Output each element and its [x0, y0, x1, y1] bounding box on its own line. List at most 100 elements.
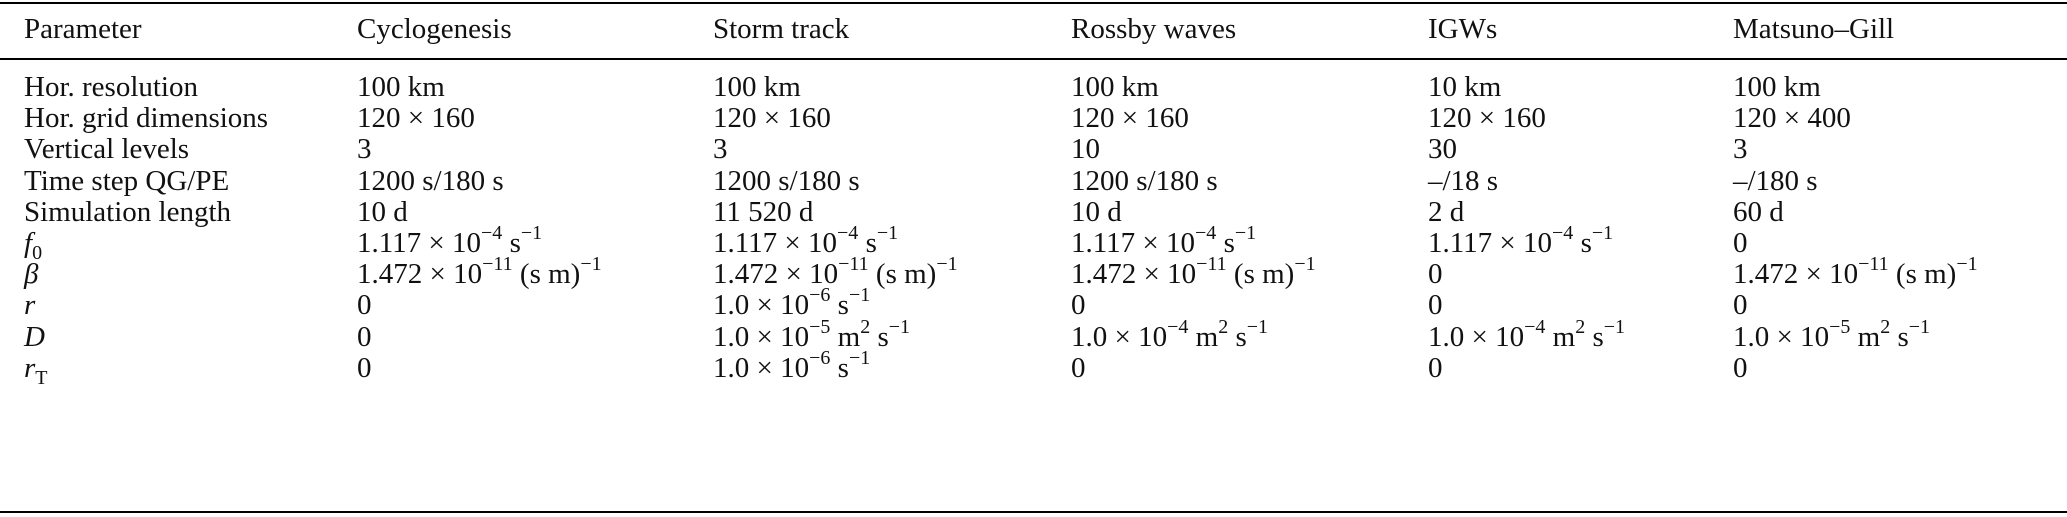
row-value: 1200 s/180 s — [1071, 165, 1218, 197]
value-unit: m — [1545, 321, 1576, 353]
row-parameter: Simulation length — [24, 196, 232, 228]
row-value: 1.117 × 10−4 s−1 — [1071, 223, 1256, 260]
row-value: 1.472 × 10−11 (s m)−1 — [713, 254, 958, 291]
row-value: 1.472 × 10−11 (s m)−1 — [1071, 254, 1316, 291]
table-row: Hor. grid dimensions 120 × 160 120 × 160 12… — [0, 101, 2067, 142]
row-value: 120 × 160 — [713, 102, 831, 134]
unit-exponent: −1 — [580, 253, 602, 275]
value-exponent: −6 — [809, 347, 831, 369]
row-value: 1.472 × 10−11 (s m)−1 — [1733, 254, 1978, 291]
parameter-subscript: T — [35, 367, 48, 389]
row-value: 1.0 × 10−5 m2 s−1 — [1733, 317, 1930, 354]
value-mantissa: 1.117 × 10 — [1428, 227, 1553, 259]
value-exponent: −5 — [809, 316, 831, 338]
table-row: Hor. resolution 100 km 100 km 100 km 10 km 10… — [0, 70, 2067, 111]
row-value: 120 × 160 — [1428, 102, 1546, 134]
header-rossby-waves: Rossby waves — [1071, 13, 1237, 45]
parameter-symbol: D — [24, 321, 45, 353]
row-value: 60 d — [1733, 196, 1784, 228]
row-parameter: β — [24, 257, 38, 291]
row-value: 3 — [357, 133, 372, 165]
value-mantissa: 1.0 × 10 — [713, 352, 810, 384]
value-exponent: −6 — [809, 284, 831, 306]
row-value: 120 × 400 — [1733, 102, 1851, 134]
row-value: 1200 s/180 s — [713, 165, 860, 197]
value-unit: s — [830, 289, 849, 321]
unit-exponent: −1 — [1591, 222, 1614, 244]
header-rule — [0, 58, 2067, 60]
value-unit: (s m) — [868, 258, 937, 290]
row-value: 120 × 160 — [1071, 102, 1189, 134]
unit-exponent: 2 — [1218, 316, 1229, 338]
row-value: 100 km — [713, 71, 801, 103]
table-row: β 1.472 × 10−11 (s m)−1 1.472 × 10−11 (s m… — [0, 254, 2067, 298]
row-value: 1200 s/180 s — [357, 165, 504, 197]
table-row: r 0 1.0 × 10−6 s−1 0 0 0 — [0, 285, 2067, 329]
unit-exponent: 2 — [860, 316, 871, 338]
row-value: 0 — [357, 321, 372, 353]
value-mantissa: 1.0 × 10 — [713, 289, 810, 321]
row-value: 11 520 d — [713, 196, 814, 228]
value-unit: s — [830, 352, 849, 384]
row-parameter: r — [24, 288, 35, 322]
value-unit: s — [502, 227, 521, 259]
row-value: 0 — [1428, 258, 1443, 290]
value-exponent: −4 — [1524, 316, 1546, 338]
unit-exponent: −1 — [520, 222, 543, 244]
table-row: Time step QG/PE 1200 s/180 s 1200 s/180 s 1… — [0, 164, 2067, 205]
table-row: Simulation length 10 d 11 520 d 10 d 2 d 60 d — [0, 195, 2067, 236]
value-mantissa: 1.0 × 10 — [1428, 321, 1525, 353]
value-mantissa: 1.472 × 10 — [1733, 258, 1859, 290]
row-value: 10 d — [1071, 196, 1122, 228]
value-mantissa: 1.0 × 10 — [1071, 321, 1168, 353]
row-parameter: Time step QG/PE — [24, 165, 230, 197]
row-value: 0 — [1733, 289, 1748, 321]
value-mantissa: 1.117 × 10 — [713, 227, 838, 259]
row-parameter: rT — [24, 351, 48, 388]
row-value: 1.117 × 10−4 s−1 — [1428, 223, 1613, 260]
row-parameter: Vertical levels — [24, 133, 190, 165]
value-unit: m — [830, 321, 861, 353]
row-value: 100 km — [1071, 71, 1159, 103]
row-value: 1.0 × 10−5 m2 s−1 — [713, 317, 910, 354]
value-unit: s — [1890, 321, 1909, 353]
value-exponent: −4 — [481, 222, 503, 244]
value-exponent: −11 — [838, 253, 869, 275]
unit-exponent: −1 — [936, 253, 958, 275]
parameter-subscript: 0 — [32, 242, 43, 264]
row-value: 100 km — [357, 71, 445, 103]
unit-exponent: 2 — [1880, 316, 1891, 338]
unit-exponent: −1 — [1294, 253, 1316, 275]
unit-exponent: −1 — [1234, 222, 1257, 244]
row-value: 0 — [1733, 227, 1748, 259]
unit-exponent: −1 — [1956, 253, 1978, 275]
value-exponent: −4 — [837, 222, 859, 244]
table-row: D 0 1.0 × 10−5 m2 s−1 1.0 × 10−4 m2 s−1 1.0 … — [0, 317, 2067, 361]
unit-exponent: 2 — [1575, 316, 1586, 338]
top-rule — [0, 2, 2067, 4]
row-parameter: Hor. resolution — [24, 71, 198, 103]
row-value: –/180 s — [1733, 165, 1818, 197]
parameter-symbol: f — [24, 227, 33, 259]
row-value: 10 — [1071, 133, 1100, 165]
row-value: 1.472 × 10−11 (s m)−1 — [357, 254, 602, 291]
parameter-symbol: r — [24, 352, 36, 384]
row-value: 0 — [357, 289, 372, 321]
unit-exponent: −1 — [876, 222, 899, 244]
value-unit: s — [1216, 227, 1235, 259]
value-mantissa: 1.472 × 10 — [1071, 258, 1197, 290]
value-unit: s — [1573, 227, 1592, 259]
unit-exponent: −1 — [1908, 316, 1931, 338]
unit-exponent: −1 — [848, 284, 871, 306]
value-mantissa: 1.117 × 10 — [1071, 227, 1196, 259]
row-value: 0 — [1428, 352, 1443, 384]
value-unit: s — [1585, 321, 1604, 353]
value-unit: s — [1228, 321, 1247, 353]
row-value: 0 — [1733, 352, 1748, 384]
header-matsuno-gill: Matsuno–Gill — [1733, 13, 1895, 45]
row-parameter: D — [24, 320, 45, 354]
parameter-symbol: r — [24, 289, 36, 321]
value-exponent: −11 — [482, 253, 513, 275]
parameter-symbol: β — [24, 258, 39, 290]
value-unit: s — [870, 321, 889, 353]
